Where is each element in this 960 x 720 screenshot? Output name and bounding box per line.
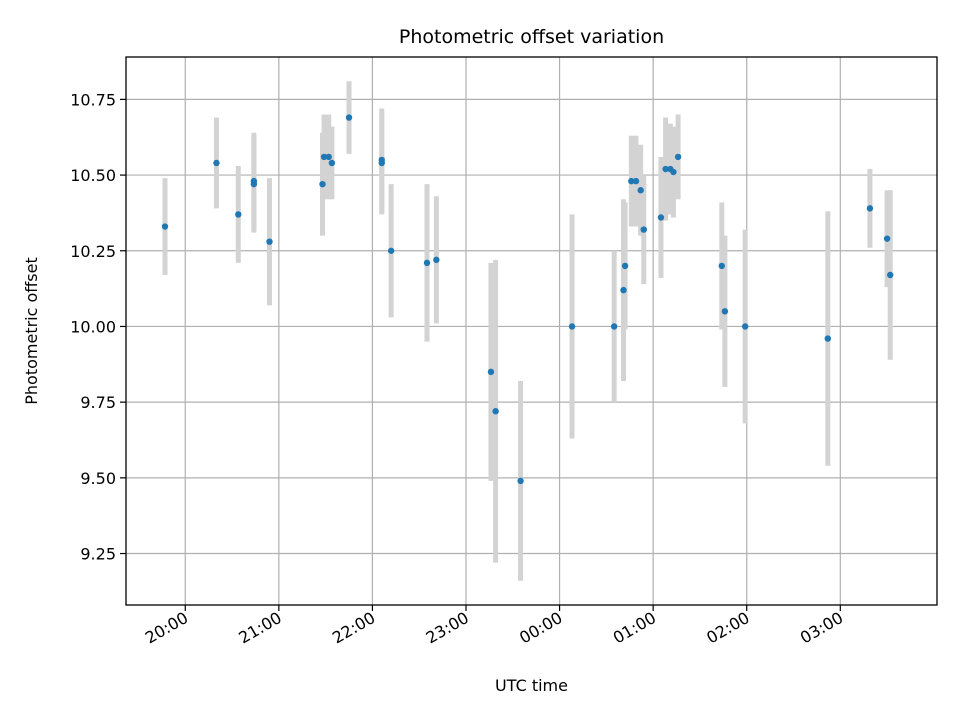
data-point [883, 235, 891, 242]
x-tick-label: 00:00 [516, 608, 565, 648]
data-point [235, 211, 242, 218]
data-point [213, 159, 220, 167]
data-point [721, 308, 729, 315]
error-bars [162, 81, 893, 581]
data-point [640, 226, 647, 233]
data-point [887, 271, 894, 279]
data-point [718, 262, 725, 270]
grid-lines [126, 57, 937, 605]
data-point [378, 159, 385, 167]
y-tick-label: 9.75 [80, 393, 116, 412]
data-point [345, 114, 353, 121]
x-axis-title: UTC time [495, 676, 568, 695]
y-tick-label: 10.00 [70, 317, 116, 336]
data-point [824, 335, 832, 342]
data-points [161, 114, 894, 485]
data-point [320, 153, 328, 161]
x-tick-label: 22:00 [329, 608, 378, 648]
x-tick-label: 02:00 [703, 608, 752, 648]
x-tick-label: 01:00 [610, 608, 659, 648]
data-point [866, 205, 874, 212]
y-tick-label: 10.25 [70, 242, 116, 261]
x-tick-label: 21:00 [235, 608, 284, 648]
y-tick-label: 10.50 [70, 166, 116, 185]
data-point [433, 256, 440, 264]
y-tick-label: 9.50 [80, 469, 116, 488]
data-point [662, 165, 669, 173]
x-tick-label: 23:00 [423, 608, 472, 648]
data-point [423, 259, 431, 267]
data-point [637, 187, 644, 194]
data-point [670, 168, 677, 176]
x-tick-label: 03:00 [797, 608, 846, 648]
data-point [250, 180, 258, 188]
data-point [620, 286, 627, 294]
data-point [387, 247, 395, 254]
axis-ticks: 20:00 21:00 22:00 23:00 00:00 01:00 02:00 03:00… [70, 90, 846, 647]
y-tick-label: 9.25 [80, 545, 116, 564]
data-point [621, 262, 629, 270]
y-axis-title: Photometric offset [22, 257, 41, 405]
data-point [628, 177, 635, 185]
data-point [610, 323, 618, 330]
plot-area-frame [125, 56, 938, 606]
data-point [161, 223, 169, 230]
data-point [319, 180, 326, 188]
data-point [674, 153, 682, 161]
data-point [657, 214, 665, 221]
data-point [487, 368, 495, 376]
data-point [632, 177, 640, 185]
x-tick-label: 20:00 [142, 608, 191, 648]
y-tick-label: 10.75 [70, 90, 116, 109]
data-point [492, 408, 499, 415]
data-point [568, 323, 576, 330]
data-point [517, 477, 524, 485]
data-point [741, 323, 749, 330]
data-point [325, 153, 332, 161]
data-point [266, 238, 273, 245]
data-point [328, 159, 336, 167]
chart-title: Photometric offset variation [399, 26, 664, 48]
